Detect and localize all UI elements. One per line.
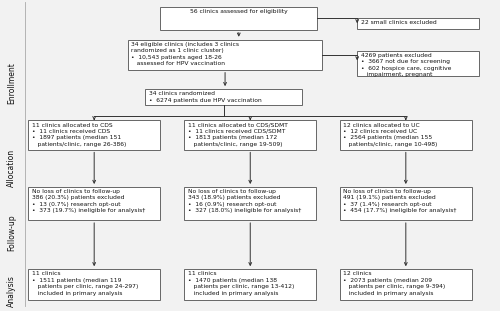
Bar bbox=[340, 269, 472, 300]
Bar bbox=[160, 7, 318, 30]
Text: No loss of clinics to follow-up
491 (19.1%) patients excluded
•  37 (1.4%) resea: No loss of clinics to follow-up 491 (19.… bbox=[343, 189, 456, 213]
Text: 11 clinics
•  1511 patients (median 119
   patients per clinic, range 24-297)
  : 11 clinics • 1511 patients (median 119 p… bbox=[32, 271, 138, 295]
Bar bbox=[184, 187, 316, 220]
Bar bbox=[340, 120, 472, 150]
Text: Follow-up: Follow-up bbox=[7, 214, 16, 251]
Text: Analysis: Analysis bbox=[7, 275, 16, 307]
Bar bbox=[340, 187, 472, 220]
Text: 22 small clinics excluded: 22 small clinics excluded bbox=[360, 20, 436, 25]
Bar bbox=[357, 17, 480, 29]
Text: 11 clinics allocated to CDS/SDMT
•  11 clinics received CDS/SDMT
•  1813 patient: 11 clinics allocated to CDS/SDMT • 11 cl… bbox=[188, 123, 288, 147]
Text: Enrollment: Enrollment bbox=[7, 63, 16, 104]
Text: 34 eligible clinics (includes 3 clinics
randomized as 1 clinic cluster)
•  10,54: 34 eligible clinics (includes 3 clinics … bbox=[132, 42, 240, 66]
Text: 12 clinics
•  2073 patients (median 209
   patients per clinic, range 9-394)
   : 12 clinics • 2073 patients (median 209 p… bbox=[343, 271, 446, 295]
Bar bbox=[146, 89, 302, 105]
Text: 4269 patients excluded
•  3667 not due for screening
•  602 hospice care, cognit: 4269 patients excluded • 3667 not due fo… bbox=[360, 53, 451, 77]
Bar bbox=[184, 269, 316, 300]
Text: No loss of clinics to follow-up
343 (18.9%) patients excluded
•  16 (0.9%) resea: No loss of clinics to follow-up 343 (18.… bbox=[188, 189, 301, 213]
Bar bbox=[28, 120, 160, 150]
Text: 56 clinics assessed for eligibility: 56 clinics assessed for eligibility bbox=[190, 9, 288, 14]
Text: 12 clinics allocated to UC
•  12 clinics received UC
•  2564 patients (median 15: 12 clinics allocated to UC • 12 clinics … bbox=[343, 123, 438, 147]
Text: 11 clinics allocated to CDS
•  11 clinics received CDS
•  1897 patients (median : 11 clinics allocated to CDS • 11 clinics… bbox=[32, 123, 126, 147]
Bar bbox=[28, 269, 160, 300]
Bar bbox=[184, 120, 316, 150]
Bar bbox=[28, 187, 160, 220]
Text: No loss of clinics to follow-up
386 (20.3%) patients excluded
•  13 (0.7%) resea: No loss of clinics to follow-up 386 (20.… bbox=[32, 189, 145, 213]
Bar bbox=[128, 40, 322, 70]
Text: 11 clinics
•  1470 patients (median 138
   patients per clinic, range 13-412)
  : 11 clinics • 1470 patients (median 138 p… bbox=[188, 271, 294, 295]
Text: Allocation: Allocation bbox=[7, 149, 16, 187]
Bar bbox=[357, 51, 480, 76]
Text: 34 clinics randomized
•  6274 patients due HPV vaccination: 34 clinics randomized • 6274 patients du… bbox=[149, 91, 262, 103]
